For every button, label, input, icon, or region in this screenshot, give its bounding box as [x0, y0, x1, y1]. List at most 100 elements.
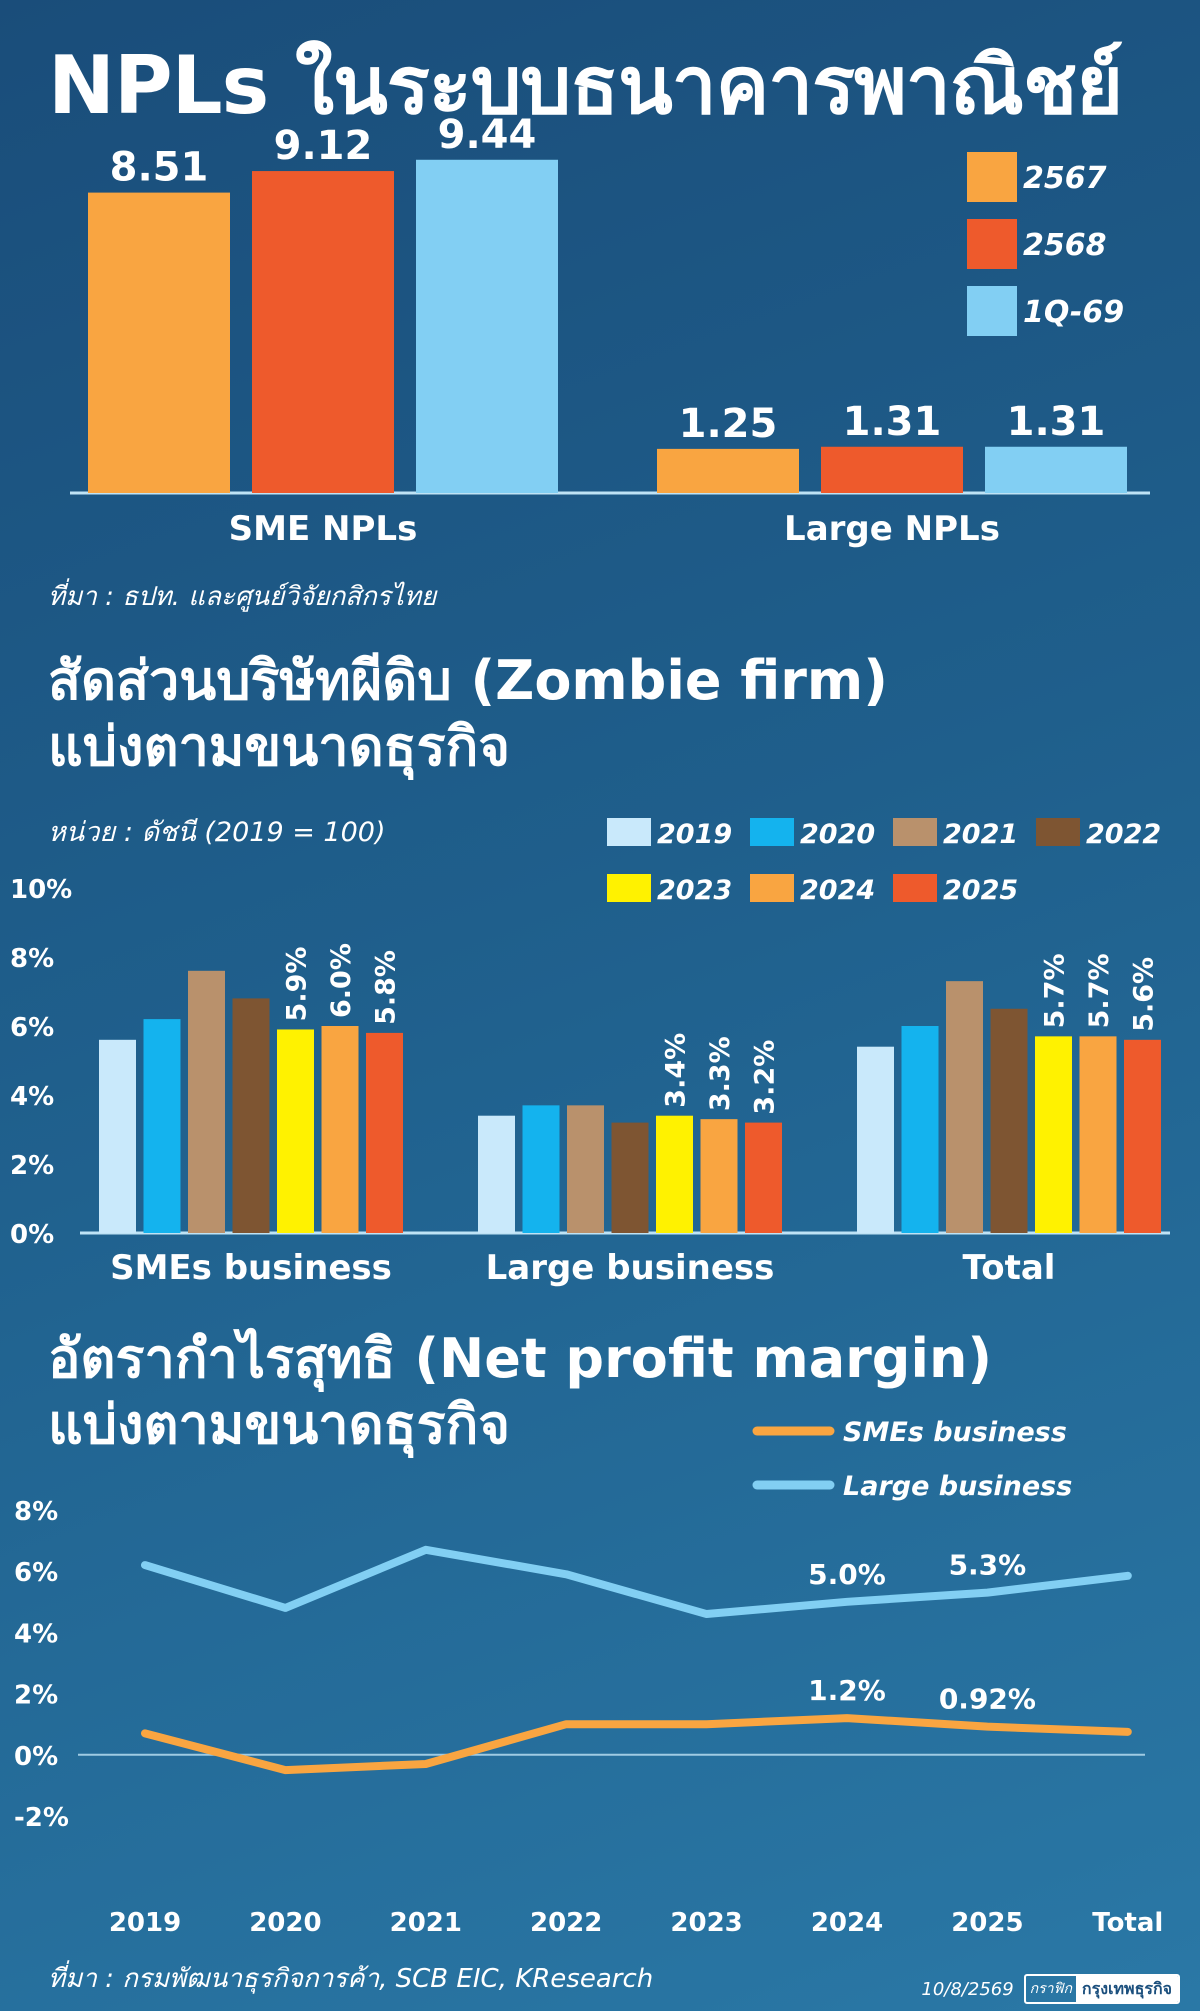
- category-label: Total: [963, 1248, 1056, 1288]
- source-note-npm: ที่มา : กรมพัฒนาธุรกิจการค้า, SCB EIC, K…: [48, 1964, 654, 1994]
- legend-swatch-1Q-69: [967, 286, 1017, 336]
- zombie-title: สัดส่วนบริษัทผีดิบ (Zombie firm) แบ่งตาม…: [48, 648, 888, 780]
- bar-2024-smes-business: [321, 1026, 359, 1233]
- bar-value-label: 3.3%: [705, 1036, 736, 1111]
- legend-label-2023: 2023: [657, 875, 732, 906]
- legend-swatch-2025: [893, 874, 937, 902]
- bar-value-label: 5.7%: [1040, 953, 1071, 1028]
- bar-2022-total: [990, 1008, 1028, 1233]
- zombie-title-line2: แบ่งตามขนาดธุรกิจ: [48, 715, 510, 778]
- brand-name: กรุงเทพธุรกิจ: [1075, 1976, 1178, 2002]
- bar-value-label: 1.25: [679, 401, 778, 447]
- bar-value-label: 8.51: [110, 145, 209, 191]
- category-label: Large business: [486, 1248, 775, 1288]
- legend-label-2024: 2024: [800, 875, 875, 906]
- main-title: NPLs ในระบบธนาคารพาณิชย์: [48, 39, 1123, 132]
- y-tick-label: 6%: [14, 1558, 58, 1588]
- brand-logo: กราฟิก กรุงเทพธุรกิจ: [1023, 1974, 1180, 2004]
- bar-2022-large-business: [611, 1122, 649, 1233]
- date-label: 10/8/2569: [921, 1978, 1014, 2000]
- bar-2025-large-business: [745, 1122, 782, 1233]
- y-tick-label: 0%: [10, 1220, 54, 1250]
- legend-label-2022: 2022: [1086, 819, 1161, 850]
- brand-small-text: กราฟิก: [1029, 1981, 1072, 1997]
- y-tick-label: 10%: [10, 875, 72, 905]
- legend-swatch-2020: [750, 818, 794, 846]
- legend-swatch-2023: [607, 874, 651, 902]
- bar-2023-smes-business: [277, 1029, 314, 1233]
- zombie-bar-chart: 0% 2% 4% 6% 8% 10% 5.9% 6.0% 5.8% SMEs business 3.…: [10, 818, 1170, 1288]
- bar-2019-smes-business: [99, 1039, 136, 1233]
- npm-title-line1: อัตรากำไรสุทธิ (Net profit margin): [48, 1327, 993, 1390]
- bar-value-label: 5.6%: [1129, 957, 1160, 1032]
- bar-2020-total: [901, 1026, 939, 1233]
- npm-title: อัตรากำไรสุทธิ (Net profit margin) แบ่งต…: [48, 1326, 992, 1458]
- legend-swatch-2021: [893, 818, 937, 846]
- source-note-npl: ที่มา : ธปท. และศูนย์วิจัยกสิกรไทย: [48, 582, 437, 612]
- bar-2567-sme-npls: [88, 192, 230, 494]
- bar-2021-large-business: [567, 1105, 604, 1233]
- bar-value-label: 1.31: [1007, 399, 1106, 445]
- bar-value-label: 3.2%: [750, 1040, 781, 1115]
- category-label: SMEs business: [110, 1248, 392, 1288]
- bar-2021-total: [946, 981, 983, 1233]
- unit-note: หน่วย : ดัชนี (2019 = 100): [48, 817, 386, 848]
- legend-label-2020: 2020: [800, 819, 875, 850]
- bar-value-label: 5.7%: [1084, 953, 1115, 1028]
- bar-2024-large-business: [700, 1119, 738, 1233]
- y-tick-label: 4%: [10, 1082, 54, 1112]
- y-tick-label: 2%: [14, 1681, 58, 1711]
- legend-label-2021: 2021: [943, 819, 1018, 850]
- x-tick-label: 2023: [670, 1908, 742, 1938]
- point-value-label: 5.3%: [949, 1549, 1027, 1582]
- legend-swatch-2568: [967, 219, 1017, 269]
- y-tick-label: 6%: [10, 1013, 54, 1043]
- bar-2022-smes-business: [232, 998, 270, 1233]
- legend-label: SMEs business: [843, 1417, 1067, 1448]
- bar-value-label: 9.44: [438, 112, 537, 158]
- legend-swatch-2019: [607, 818, 651, 846]
- legend-label-2025: 2025: [943, 875, 1018, 906]
- bar-2024-total: [1079, 1036, 1117, 1233]
- legend-swatch-2024: [750, 874, 794, 902]
- date-credit: 10/8/2569 กราฟิก กรุงเทพธุรกิจ: [921, 1974, 1180, 2004]
- y-tick-label: 0%: [14, 1742, 58, 1772]
- npm-title-line2: แบ่งตามขนาดธุรกิจ: [48, 1393, 510, 1456]
- bar-2020-large-business: [522, 1105, 560, 1233]
- legend-label-1Q-69: 1Q-69: [1023, 295, 1124, 330]
- bar-2023-total: [1035, 1036, 1072, 1233]
- bar-value-label: 3.4%: [661, 1033, 692, 1108]
- bar-value-label: 6.0%: [326, 943, 357, 1018]
- series-line-smes-business: [141, 1714, 1132, 1775]
- legend-label-2568: 2568: [1023, 228, 1107, 263]
- bar-2025-total: [1124, 1039, 1161, 1233]
- npm-line-chart: -2% 0% 2% 4% 6% 8% 2019 2020 2021 2022 2023 2024 202…: [14, 1417, 1163, 1938]
- x-tick-label: 2020: [249, 1908, 321, 1938]
- y-tick-label: 4%: [14, 1619, 58, 1649]
- bar-value-label: 5.9%: [282, 947, 313, 1022]
- legend-label-2567: 2567: [1023, 161, 1107, 196]
- point-value-label: 1.2%: [808, 1674, 886, 1707]
- point-value-label: 0.92%: [939, 1683, 1036, 1716]
- series-line-large-business: [141, 1545, 1132, 1619]
- legend-label: Large business: [843, 1471, 1072, 1502]
- y-tick-label: 2%: [10, 1151, 54, 1181]
- bar-2023-large-business: [656, 1115, 693, 1233]
- bar-2567-large-npls: [657, 448, 799, 493]
- x-tick-label: Total: [1092, 1908, 1163, 1938]
- x-tick-label: 2019: [109, 1908, 181, 1938]
- npl-bar-chart: 8.51 9.12 9.44 SME NPLs 1.25 1.31 1.31 Large NP…: [70, 112, 1150, 549]
- bar-1Q-69-large-npls: [985, 446, 1127, 493]
- category-label: Large NPLs: [784, 509, 1000, 549]
- x-tick-label: 2025: [951, 1908, 1023, 1938]
- legend-swatch-2022: [1036, 818, 1080, 846]
- zombie-title-line1: สัดส่วนบริษัทผีดิบ (Zombie firm): [48, 649, 888, 712]
- bar-value-label: 9.12: [274, 123, 373, 169]
- bar-2019-large-business: [478, 1115, 515, 1233]
- bar-1Q-69-sme-npls: [416, 159, 558, 493]
- legend-label-2019: 2019: [657, 819, 732, 850]
- bar-2019-total: [857, 1046, 894, 1233]
- y-tick-label: 8%: [14, 1497, 58, 1527]
- category-label: SME NPLs: [229, 509, 418, 549]
- legend-swatch-2567: [967, 152, 1017, 202]
